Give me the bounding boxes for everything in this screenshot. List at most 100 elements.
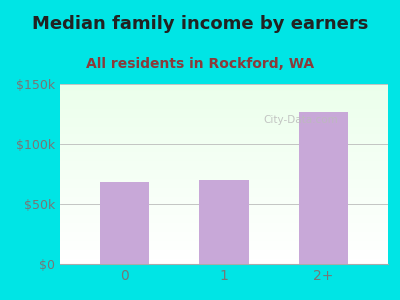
Bar <box>60 239 388 241</box>
Bar <box>60 113 388 115</box>
Bar <box>60 190 388 192</box>
Bar <box>60 232 388 233</box>
Bar <box>60 214 388 215</box>
Bar <box>60 185 388 187</box>
Bar <box>60 205 388 206</box>
Bar <box>60 210 388 212</box>
Bar <box>60 187 388 188</box>
Bar <box>60 115 388 116</box>
Bar <box>60 116 388 118</box>
Bar <box>60 196 388 197</box>
Bar <box>60 242 388 244</box>
Bar <box>60 161 388 163</box>
Bar <box>60 136 388 138</box>
Bar <box>60 230 388 232</box>
Bar <box>60 233 388 235</box>
Bar <box>60 217 388 219</box>
Bar <box>60 127 388 129</box>
Bar <box>60 172 388 174</box>
Bar <box>60 201 388 203</box>
Bar <box>60 122 388 124</box>
Bar <box>60 206 388 208</box>
Bar <box>60 226 388 228</box>
Bar <box>100 182 150 264</box>
Bar <box>60 163 388 165</box>
Bar <box>60 244 388 246</box>
Bar <box>60 260 388 262</box>
Bar <box>60 188 388 190</box>
Bar <box>60 241 388 242</box>
Bar <box>60 251 388 253</box>
Bar <box>60 100 388 102</box>
Bar <box>60 98 388 100</box>
Bar <box>298 112 348 264</box>
Bar <box>60 160 388 161</box>
Bar <box>60 237 388 239</box>
Bar <box>60 194 388 196</box>
Bar <box>60 89 388 91</box>
Bar <box>60 142 388 143</box>
Bar <box>60 228 388 230</box>
Bar <box>60 152 388 154</box>
Bar <box>60 176 388 178</box>
Bar <box>60 131 388 133</box>
Bar <box>60 143 388 145</box>
Bar <box>60 125 388 127</box>
Bar <box>60 109 388 111</box>
Bar <box>60 104 388 106</box>
Bar <box>60 169 388 170</box>
Bar <box>60 246 388 248</box>
Bar <box>60 134 388 136</box>
Bar <box>60 133 388 134</box>
Bar <box>60 219 388 221</box>
Text: All residents in Rockford, WA: All residents in Rockford, WA <box>86 57 314 71</box>
Text: Median family income by earners: Median family income by earners <box>32 15 368 33</box>
Bar <box>60 224 388 226</box>
Bar <box>60 158 388 160</box>
Bar <box>60 174 388 176</box>
Bar <box>60 88 388 89</box>
Bar <box>60 138 388 140</box>
Bar <box>60 107 388 109</box>
Bar <box>60 84 388 86</box>
Bar <box>60 120 388 122</box>
Bar <box>60 181 388 183</box>
Bar <box>60 259 388 260</box>
Bar <box>60 192 388 194</box>
Bar <box>60 129 388 131</box>
Bar <box>60 262 388 264</box>
Bar <box>60 250 388 251</box>
Bar <box>60 183 388 185</box>
Bar <box>60 145 388 147</box>
Bar <box>60 93 388 95</box>
Bar <box>60 179 388 181</box>
Bar <box>60 165 388 167</box>
Bar <box>60 203 388 205</box>
Bar <box>60 197 388 199</box>
Bar <box>60 178 388 179</box>
Bar <box>60 86 388 88</box>
Bar <box>60 221 388 223</box>
Bar <box>60 156 388 158</box>
Bar <box>60 235 388 237</box>
Bar <box>60 91 388 93</box>
Bar <box>60 248 388 250</box>
Bar <box>60 253 388 255</box>
Text: City-Data.com: City-Data.com <box>263 115 338 125</box>
Bar <box>60 149 388 151</box>
Bar <box>60 95 388 97</box>
Bar <box>60 151 388 152</box>
Bar <box>60 106 388 107</box>
Bar <box>60 111 388 113</box>
Bar <box>60 167 388 169</box>
Bar <box>60 118 388 120</box>
Bar <box>60 102 388 104</box>
Bar <box>60 208 388 210</box>
Bar <box>60 255 388 257</box>
Bar <box>60 97 388 98</box>
Bar <box>199 180 249 264</box>
Bar <box>60 147 388 149</box>
Bar <box>60 170 388 172</box>
Bar <box>60 199 388 201</box>
Bar <box>60 124 388 125</box>
